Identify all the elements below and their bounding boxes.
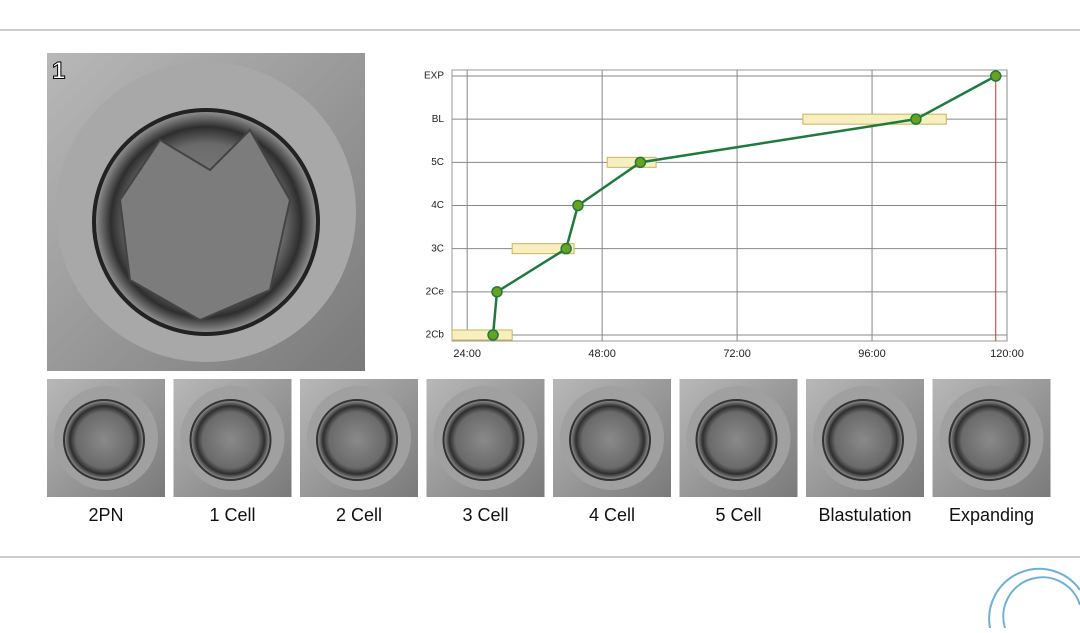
logo bbox=[988, 567, 1080, 629]
point bbox=[487, 329, 499, 341]
point bbox=[491, 286, 503, 298]
x-tick-label: 72:00 bbox=[723, 348, 751, 360]
stage-label: Blastulation bbox=[818, 505, 911, 525]
stage-label: Expanding bbox=[949, 505, 1034, 525]
embryo bbox=[442, 399, 525, 481]
expected-range bbox=[802, 113, 947, 125]
thumbnail bbox=[932, 379, 1051, 497]
stage-label: 2PN bbox=[88, 505, 123, 525]
embryo bbox=[695, 399, 778, 481]
embryo bbox=[316, 399, 398, 481]
embryo bbox=[822, 399, 904, 481]
embryo bbox=[948, 399, 1031, 481]
point bbox=[990, 70, 1002, 82]
stage-label: 2 Cell bbox=[336, 505, 382, 525]
embryo bbox=[569, 399, 651, 481]
thumbnail bbox=[553, 379, 671, 497]
stage-label: 3 Cell bbox=[462, 505, 508, 525]
thumbnail bbox=[426, 379, 545, 497]
expected-range bbox=[511, 243, 575, 255]
thumbnail bbox=[173, 379, 292, 497]
point bbox=[560, 242, 572, 255]
embryo bbox=[189, 399, 272, 481]
y-tick-label: 5C bbox=[431, 157, 444, 168]
y-tick-label: 3C bbox=[431, 243, 444, 254]
thumbnail bbox=[806, 379, 924, 497]
thumbnail bbox=[300, 379, 418, 497]
point bbox=[910, 113, 922, 125]
y-tick-label: 4C bbox=[431, 200, 444, 211]
point bbox=[634, 156, 647, 169]
y-tick-label: BL bbox=[432, 114, 445, 125]
x-tick-label: 24:00 bbox=[453, 348, 481, 360]
thumbnail bbox=[679, 379, 798, 497]
point bbox=[572, 199, 584, 212]
x-tick-label: 120:00 bbox=[990, 348, 1024, 360]
expected-range bbox=[451, 329, 513, 341]
y-tick-label: EXP bbox=[424, 71, 444, 82]
image-number: 1 bbox=[52, 57, 65, 84]
y-tick-label: 2Cb bbox=[426, 330, 445, 341]
thumbnail bbox=[47, 379, 165, 497]
expected-range bbox=[606, 156, 657, 168]
embryo bbox=[63, 399, 145, 481]
stage-label: 4 Cell bbox=[589, 505, 635, 525]
stage-label: 1 Cell bbox=[209, 505, 255, 525]
stage-label: 5 Cell bbox=[715, 505, 761, 525]
x-tick-label: 96:00 bbox=[858, 348, 886, 360]
main-embryo-image bbox=[47, 53, 365, 371]
y-tick-label: 2Ce bbox=[426, 286, 445, 297]
x-tick-label: 48:00 bbox=[588, 348, 616, 360]
